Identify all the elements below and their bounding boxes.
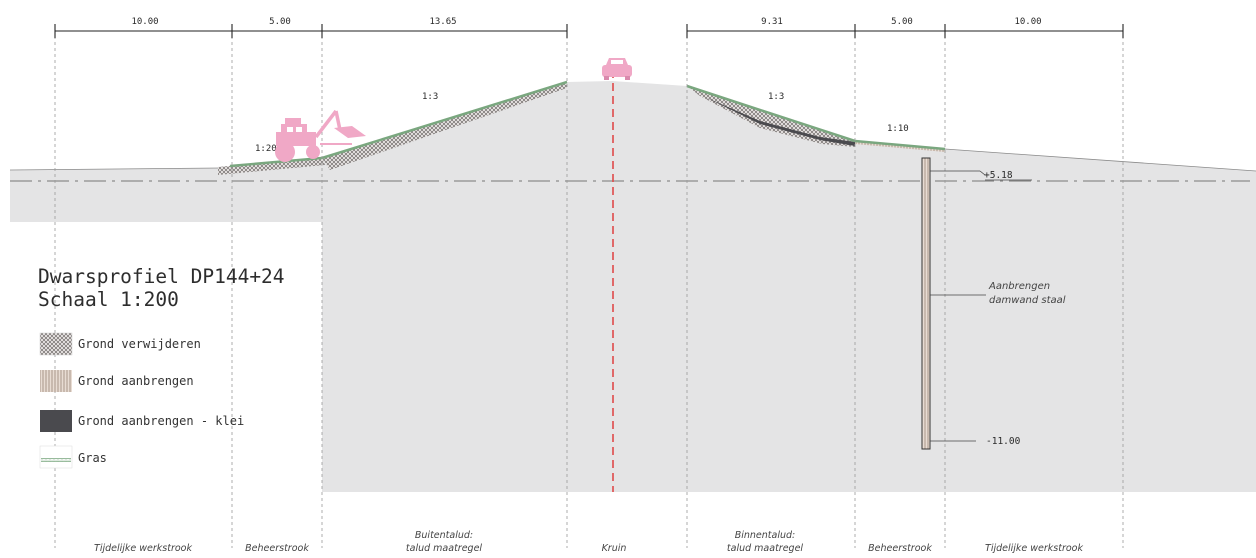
zone-label: Buitentalud: [415, 530, 473, 541]
level-leader-top-tick [979, 170, 986, 176]
legend-item-label: Gras [78, 451, 107, 465]
zone-label-sub: talud maatregel [406, 543, 483, 554]
legend-swatch-crosshatch [39, 332, 73, 356]
inner-slope-clay [705, 97, 855, 146]
legend-swatch-stripes [40, 370, 72, 392]
zone-label: Tijdelijke werkstrook [94, 543, 192, 554]
dimension-label-2: 5.00 [269, 17, 291, 27]
tractor-window-detail [287, 127, 302, 132]
sheet-pile-annotation-line1: Aanbrengen [988, 281, 1050, 292]
legend-item-label: Grond aanbrengen [78, 374, 194, 388]
legend-swatch-clay [40, 410, 72, 432]
dimension-label-3: 13.65 [429, 17, 456, 27]
sheet-pile [921, 157, 931, 450]
legend-item-label: Grond verwijderen [78, 337, 201, 351]
outer-berm-fill [218, 157, 325, 175]
outer-slope-fill [322, 82, 567, 170]
ground-surface-left [9, 167, 221, 171]
legend-swatch-grass [39, 445, 73, 469]
zone-label: Tijdelijke werkstrook [985, 543, 1083, 554]
zone-label: Beheerstrook [245, 543, 309, 554]
outer-berm-grass [229, 156, 323, 168]
slope-label-outer-slope: 1:3 [422, 92, 438, 102]
dimension-lines [54, 24, 1124, 38]
dimension-label-1: 10.00 [131, 17, 158, 27]
inner-slope-grass [686, 84, 856, 143]
zone-label: Beheerstrook [868, 543, 932, 554]
sheet-pile-annotation-line2: damwand staal [989, 295, 1066, 306]
slope-label-inner-slope: 1:3 [768, 92, 784, 102]
zone-label: Binnentalud: [735, 530, 796, 541]
slope-label-outer-berm: 1:20 [255, 144, 277, 154]
zone-label-sub: talud maatregel [727, 543, 804, 554]
legend-title: Dwarsprofiel DP144+24 [38, 265, 285, 288]
slope-label-inner-berm: 1:10 [887, 124, 909, 134]
legend-swatch-grass-line [41, 458, 71, 462]
zone-divider-lines [54, 30, 1124, 548]
legend-item-label: Grond aanbrengen - klei [78, 414, 244, 428]
level-label-bottom: -11.00 [986, 436, 1021, 447]
ground-surface-right [944, 148, 1256, 172]
dimension-label-6: 10.00 [1014, 17, 1041, 27]
inner-slope-fill [687, 86, 855, 147]
zone-label: Kruin [602, 543, 627, 554]
level-label-top: +5.18 [984, 170, 1013, 181]
dimension-label-4: 9.31 [761, 17, 783, 27]
car-icon [602, 58, 632, 80]
ground-body [10, 81, 1256, 492]
legend-subtitle: Schaal 1:200 [38, 288, 179, 311]
outer-slope-grass [321, 80, 568, 160]
dimension-label-5: 5.00 [891, 17, 913, 27]
inner-berm-grass [854, 139, 946, 151]
